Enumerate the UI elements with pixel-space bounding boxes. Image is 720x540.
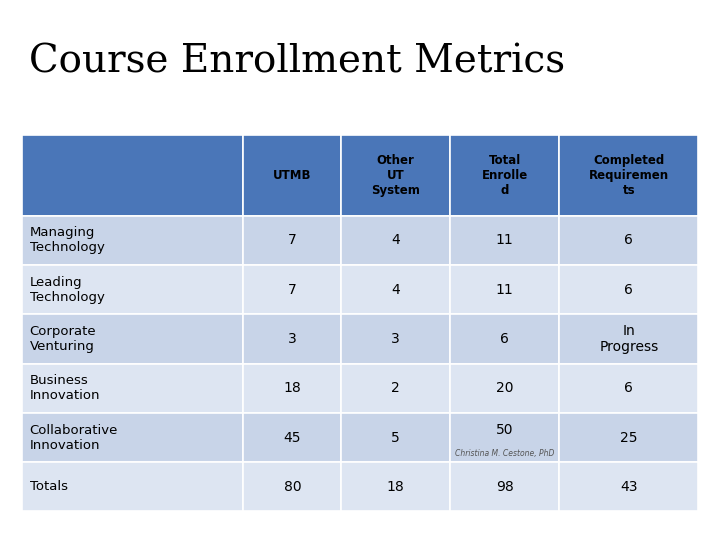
Bar [243,413,341,462]
Text: 6: 6 [500,332,509,346]
Text: 80: 80 [284,480,301,494]
Bar [450,216,559,265]
Text: Course Enrollment Metrics: Course Enrollment Metrics [29,44,565,81]
Text: Leading
Technology: Leading Technology [30,276,104,303]
Bar [341,135,450,216]
Text: 50: 50 [496,423,513,437]
Bar [22,216,243,265]
Text: Corporate
Venturing: Corporate Venturing [30,325,96,353]
Bar [341,462,450,511]
Text: 98: 98 [496,480,513,494]
Text: 20: 20 [496,381,513,395]
Bar [243,216,341,265]
Bar [22,314,243,363]
Bar [341,363,450,413]
Bar [450,363,559,413]
Bar [559,314,698,363]
Text: 3: 3 [288,332,297,346]
Bar [22,363,243,413]
Bar [243,135,341,216]
Bar [559,265,698,314]
Text: Christina M. Cestone, PhD: Christina M. Cestone, PhD [455,449,554,458]
Text: 4: 4 [392,233,400,247]
Text: 11: 11 [496,233,513,247]
Text: Completed
Requiremen
ts: Completed Requiremen ts [589,154,669,197]
Bar [450,462,559,511]
Text: Managing
Technology: Managing Technology [30,226,104,254]
Bar [341,413,450,462]
Bar [341,314,450,363]
Text: 6: 6 [624,233,634,247]
Text: 11: 11 [496,283,513,296]
Text: 6: 6 [624,283,634,296]
Bar [243,314,341,363]
Bar [22,462,243,511]
Text: Totals: Totals [30,480,68,494]
Text: 43: 43 [620,480,638,494]
Text: 4: 4 [392,283,400,296]
Bar [243,462,341,511]
Text: 3: 3 [392,332,400,346]
Bar [559,363,698,413]
Bar [341,216,450,265]
Bar [450,413,559,462]
Bar [559,413,698,462]
Bar [450,135,559,216]
Text: 18: 18 [387,480,405,494]
Text: 25: 25 [620,430,638,444]
Text: In
Progress: In Progress [599,324,659,354]
Bar [243,265,341,314]
Text: 7: 7 [288,283,297,296]
Text: 2: 2 [392,381,400,395]
Bar [341,265,450,314]
Text: 18: 18 [284,381,301,395]
Text: Other
UT
System: Other UT System [372,154,420,197]
Bar [450,265,559,314]
Text: 45: 45 [284,430,301,444]
Text: UTMB: UTMB [273,169,312,182]
Bar [22,413,243,462]
Text: 7: 7 [288,233,297,247]
Bar [559,135,698,216]
Bar [243,363,341,413]
Bar [559,462,698,511]
Text: Business
Innovation: Business Innovation [30,374,100,402]
Text: 6: 6 [624,381,634,395]
Bar [559,216,698,265]
Text: Collaborative
Innovation: Collaborative Innovation [30,423,118,451]
Bar [450,314,559,363]
Text: Total
Enrolle
d: Total Enrolle d [482,154,528,197]
Bar [22,135,243,216]
Text: 5: 5 [392,430,400,444]
Bar [22,265,243,314]
